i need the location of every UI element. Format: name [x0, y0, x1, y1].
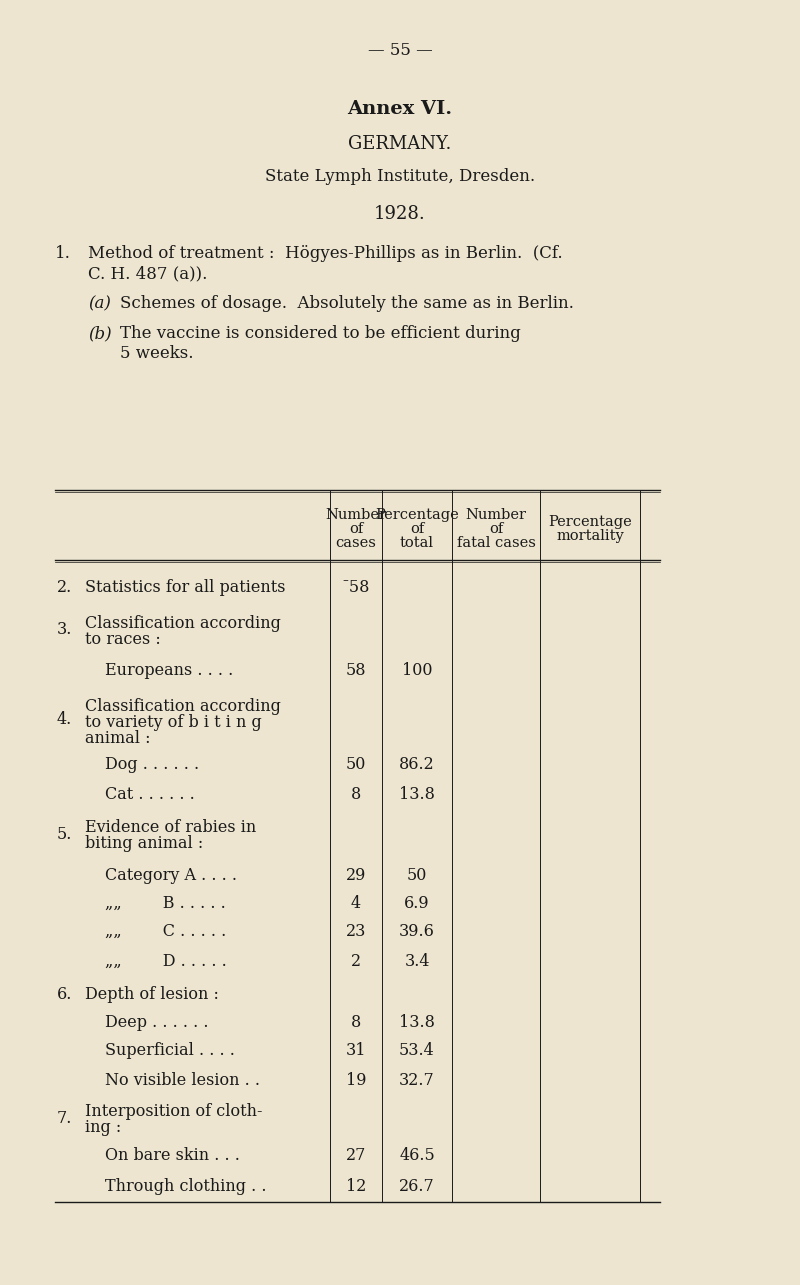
Text: fatal cases: fatal cases [457, 536, 535, 550]
Text: „„        C . . . . .: „„ C . . . . . [105, 923, 226, 939]
Text: 50: 50 [407, 866, 427, 884]
Text: 13.8: 13.8 [399, 1014, 435, 1031]
Text: 6.: 6. [57, 986, 72, 1002]
Text: of: of [489, 522, 503, 536]
Text: 5.: 5. [57, 826, 72, 843]
Text: to variety of b i t i n g: to variety of b i t i n g [85, 714, 262, 731]
Text: Superficial . . . .: Superficial . . . . [105, 1042, 235, 1059]
Text: 3.: 3. [57, 622, 72, 639]
Text: On bare skin . . .: On bare skin . . . [105, 1146, 240, 1164]
Text: 32.7: 32.7 [399, 1072, 435, 1090]
Text: (a): (a) [88, 296, 111, 312]
Text: 2.: 2. [57, 580, 72, 596]
Text: 1.: 1. [55, 245, 71, 262]
Text: „„        B . . . . .: „„ B . . . . . [105, 894, 226, 911]
Text: Statistics for all patients: Statistics for all patients [85, 580, 286, 596]
Text: 7.: 7. [57, 1110, 72, 1127]
Text: 4: 4 [351, 894, 361, 911]
Text: Dog . . . . . .: Dog . . . . . . [105, 756, 199, 772]
Text: ¯58: ¯58 [342, 580, 370, 596]
Text: 6.9: 6.9 [404, 894, 430, 911]
Text: Through clothing . .: Through clothing . . [105, 1178, 266, 1195]
Text: 8: 8 [351, 786, 361, 803]
Text: 46.5: 46.5 [399, 1146, 435, 1164]
Text: No visible lesion . .: No visible lesion . . [105, 1072, 260, 1090]
Text: cases: cases [335, 536, 377, 550]
Text: 5 weeks.: 5 weeks. [120, 344, 194, 362]
Text: to races :: to races : [85, 631, 161, 648]
Text: The vaccine is considered to be efficient during: The vaccine is considered to be efficien… [120, 325, 521, 342]
Text: State Lymph Institute, Dresden.: State Lymph Institute, Dresden. [265, 168, 535, 185]
Text: Percentage: Percentage [548, 515, 632, 529]
Text: Evidence of rabies in: Evidence of rabies in [85, 820, 256, 837]
Text: mortality: mortality [556, 529, 624, 544]
Text: of: of [349, 522, 363, 536]
Text: 27: 27 [346, 1146, 366, 1164]
Text: Deep . . . . . .: Deep . . . . . . [105, 1014, 209, 1031]
Text: 58: 58 [346, 662, 366, 678]
Text: Number: Number [326, 508, 386, 522]
Text: 86.2: 86.2 [399, 756, 435, 772]
Text: ing :: ing : [85, 1119, 122, 1136]
Text: GERMANY.: GERMANY. [348, 135, 452, 153]
Text: biting animal :: biting animal : [85, 835, 203, 852]
Text: Europeans . . . .: Europeans . . . . [105, 662, 234, 678]
Text: Percentage: Percentage [375, 508, 459, 522]
Text: C. H. 487 (a)).: C. H. 487 (a)). [88, 265, 207, 281]
Text: Schemes of dosage.  Absolutely the same as in Berlin.: Schemes of dosage. Absolutely the same a… [120, 296, 574, 312]
Text: Category A . . . .: Category A . . . . [105, 866, 237, 884]
Text: of: of [410, 522, 424, 536]
Text: 4.: 4. [57, 711, 72, 727]
Text: 26.7: 26.7 [399, 1178, 435, 1195]
Text: 100: 100 [402, 662, 432, 678]
Text: total: total [400, 536, 434, 550]
Text: 3.4: 3.4 [404, 953, 430, 970]
Text: 29: 29 [346, 866, 366, 884]
Text: Cat . . . . . .: Cat . . . . . . [105, 786, 194, 803]
Text: Method of treatment :  Högyes-Phillips as in Berlin.  (Cf.: Method of treatment : Högyes-Phillips as… [88, 245, 562, 262]
Text: 8: 8 [351, 1014, 361, 1031]
Text: 23: 23 [346, 923, 366, 939]
Text: 12: 12 [346, 1178, 366, 1195]
Text: 13.8: 13.8 [399, 786, 435, 803]
Text: „„        D . . . . .: „„ D . . . . . [105, 953, 226, 970]
Text: Classification according: Classification according [85, 698, 281, 714]
Text: Number: Number [466, 508, 526, 522]
Text: 53.4: 53.4 [399, 1042, 435, 1059]
Text: animal :: animal : [85, 730, 150, 747]
Text: Annex VI.: Annex VI. [347, 100, 453, 118]
Text: Classification according: Classification according [85, 614, 281, 632]
Text: 39.6: 39.6 [399, 923, 435, 939]
Text: 31: 31 [346, 1042, 366, 1059]
Text: — 55 —: — 55 — [368, 42, 432, 59]
Text: 50: 50 [346, 756, 366, 772]
Text: (b): (b) [88, 325, 112, 342]
Text: 19: 19 [346, 1072, 366, 1090]
Text: 1928.: 1928. [374, 206, 426, 224]
Text: 2: 2 [351, 953, 361, 970]
Text: Depth of lesion :: Depth of lesion : [85, 986, 219, 1002]
Text: Interposition of cloth-: Interposition of cloth- [85, 1103, 262, 1121]
